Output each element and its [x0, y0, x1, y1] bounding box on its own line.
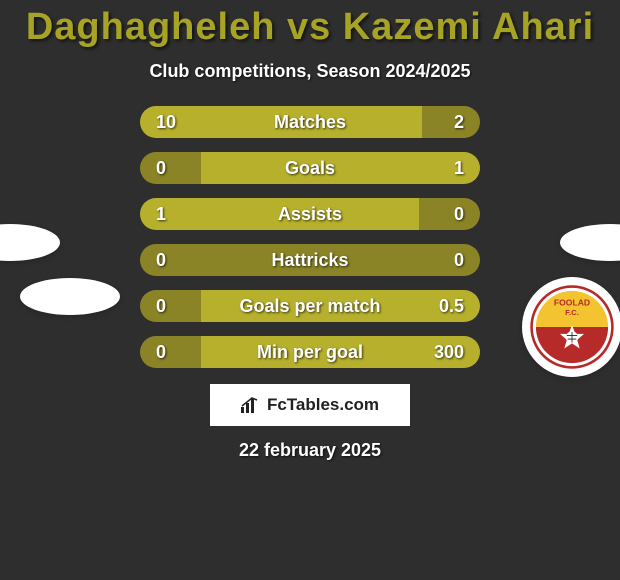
stat-row: 00Hattricks [140, 244, 480, 276]
attribution-text: FcTables.com [267, 395, 379, 415]
stat-label: Goals [140, 158, 480, 179]
stat-label: Goals per match [140, 296, 480, 317]
comparison-title: Daghagheleh vs Kazemi Ahari [26, 6, 594, 49]
attribution-badge: FcTables.com [210, 384, 410, 426]
player-right-oval [560, 224, 620, 261]
stat-row: 01Goals [140, 152, 480, 184]
stat-label: Assists [140, 204, 480, 225]
stat-label: Hattricks [140, 250, 480, 271]
footer-date: 22 february 2025 [239, 440, 381, 461]
stat-label: Matches [140, 112, 480, 133]
stat-row: 102Matches [140, 106, 480, 138]
foolad-badge-icon: FOOLAD F.C. [529, 284, 615, 370]
svg-text:FOOLAD: FOOLAD [554, 298, 590, 308]
stat-row: 0300Min per goal [140, 336, 480, 368]
stat-row: 00.5Goals per match [140, 290, 480, 322]
comparison-subtitle: Club competitions, Season 2024/2025 [149, 61, 470, 82]
svg-text:F.C.: F.C. [565, 308, 579, 317]
player-left-oval-2 [20, 278, 120, 315]
chart-icon [241, 397, 261, 413]
stat-row: 10Assists [140, 198, 480, 230]
stats-container: 102Matches 01Goals 10Assists 00Hattricks 00.… [140, 106, 480, 368]
player-left-oval-1 [0, 224, 60, 261]
stat-label: Min per goal [140, 342, 480, 363]
main-area: FOOLAD F.C. 102Matches 01Goals 10Assists 00… [0, 106, 620, 461]
player-right-club-badge: FOOLAD F.C. [522, 277, 620, 377]
